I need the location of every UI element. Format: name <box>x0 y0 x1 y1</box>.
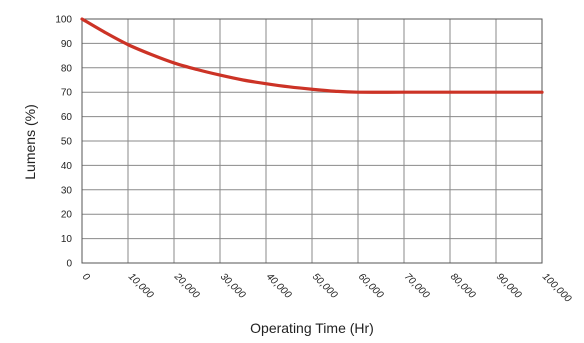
x-tick-label: 60,000 <box>356 271 386 301</box>
y-tick-label: 70 <box>61 88 73 99</box>
series-layer <box>80 17 544 94</box>
y-axis-label: Lumens (%) <box>22 104 38 179</box>
y-axis-ticks: 0 10 20 30 40 50 60 70 80 90 100 <box>55 15 72 270</box>
x-tick-label: 10,000 <box>126 271 156 301</box>
series-line-0 <box>80 17 544 94</box>
x-tick-label: 40,000 <box>264 271 294 301</box>
y-tick-label: 90 <box>61 39 73 50</box>
x-tick-label: 90,000 <box>494 271 524 301</box>
x-tick-label: 0 <box>80 271 92 283</box>
x-tick-label: 70,000 <box>402 271 432 301</box>
x-axis-label: Operating Time (Hr) <box>250 320 374 336</box>
x-tick-label: 50,000 <box>310 271 340 301</box>
y-tick-label: 30 <box>61 185 73 196</box>
y-tick-label: 0 <box>66 259 72 270</box>
y-tick-label: 50 <box>61 137 73 148</box>
x-tick-label: 30,000 <box>218 271 248 301</box>
y-tick-label: 80 <box>61 63 73 74</box>
x-tick-label: 100,000 <box>540 271 574 305</box>
y-tick-label: 40 <box>61 161 73 172</box>
y-tick-label: 60 <box>61 112 73 123</box>
y-tick-label: 20 <box>61 210 73 221</box>
x-tick-label: 80,000 <box>448 271 478 301</box>
x-axis-ticks: 0 10,000 20,000 30,000 40,000 50,000 60,000 70,… <box>80 271 574 305</box>
plot-frame <box>81 18 543 264</box>
x-tick-label: 20,000 <box>171 271 201 301</box>
y-tick-label: 10 <box>61 234 73 245</box>
y-tick-label: 100 <box>55 15 72 26</box>
grid <box>81 18 543 264</box>
